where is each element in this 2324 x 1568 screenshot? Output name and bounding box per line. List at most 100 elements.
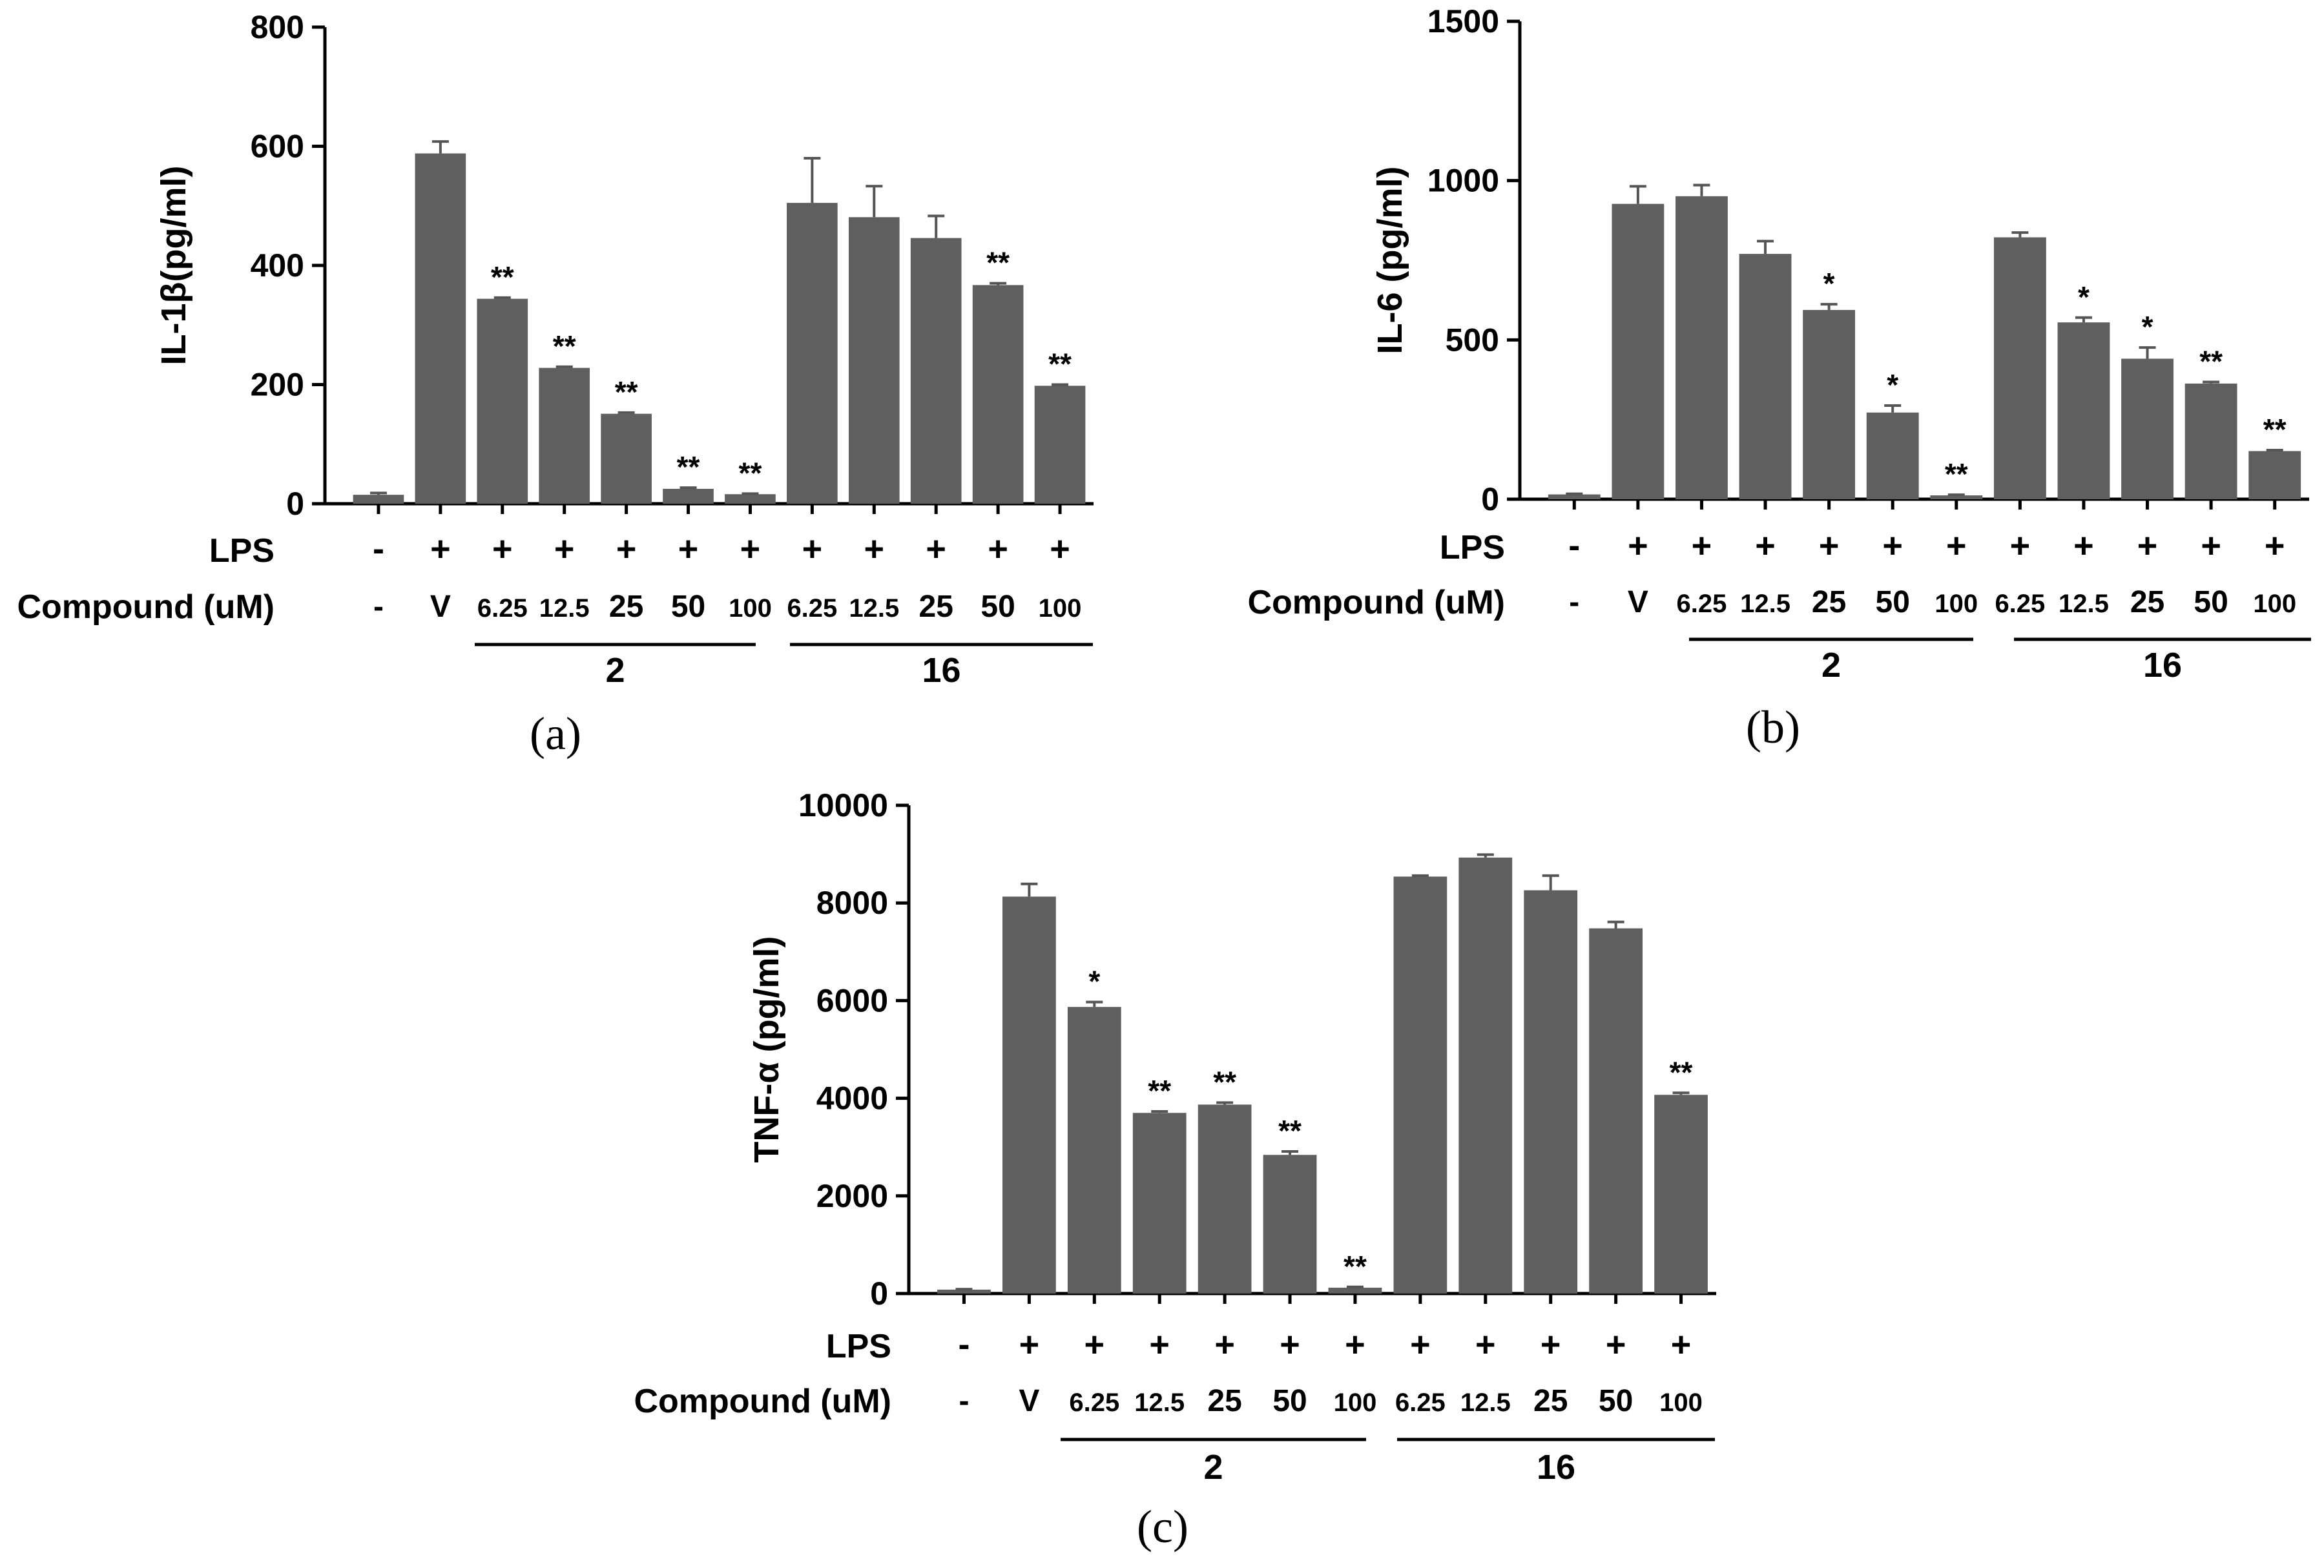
significance-marker: ** — [1213, 1065, 1236, 1099]
lps-sign: + — [1819, 526, 1840, 565]
bar-10 — [1524, 890, 1578, 1294]
compound-label: 50 — [1599, 1384, 1633, 1418]
y-tick-label: 1000 — [1427, 163, 1499, 199]
bar-12 — [2248, 451, 2301, 499]
compound-label: 50 — [2194, 585, 2228, 619]
lps-sign: + — [1606, 1325, 1626, 1364]
bar-10 — [2121, 358, 2174, 499]
lps-row-label: LPS — [826, 1328, 891, 1365]
bar-3 — [1676, 196, 1728, 499]
lps-sign: + — [430, 530, 451, 568]
y-tick-label: 8000 — [816, 885, 888, 921]
panel-c-tnfa-chart: 0 2000 4000 6000 8000 10000 TNF-α (pg/ml) - - + V *… — [634, 787, 1716, 1553]
compound-label: 50 — [1876, 585, 1910, 619]
compound-label: - — [959, 1384, 969, 1418]
bar-4 — [1132, 1113, 1187, 1294]
compound-label: 12.5 — [1460, 1388, 1511, 1417]
lps-sign: + — [1755, 526, 1776, 565]
lps-sign: + — [1019, 1325, 1040, 1364]
lps-sign: + — [802, 530, 823, 568]
lps-sign: + — [1084, 1325, 1105, 1364]
significance-marker: ** — [615, 375, 638, 409]
bar-4 — [1739, 254, 1792, 499]
significance-marker: ** — [2263, 413, 2287, 446]
group-label: 16 — [922, 651, 960, 690]
significance-marker: ** — [739, 456, 762, 490]
panel-b-il6-chart: 0 500 1000 1500 IL-6 (pg/ml) - - + V +6.25 +12.5 * +… — [1247, 3, 2311, 753]
bar-8 — [1393, 876, 1447, 1294]
significance-marker: ** — [1278, 1114, 1302, 1148]
bar-11 — [2184, 383, 2237, 499]
bar-9 — [848, 217, 900, 504]
compound-label: - — [1569, 585, 1579, 619]
lps-sign: + — [864, 530, 885, 568]
bar-1 — [1548, 494, 1601, 499]
bar-9 — [1458, 857, 1513, 1294]
compound-label: 25 — [919, 590, 953, 624]
significance-marker: * — [2078, 280, 2090, 314]
lps-sign: + — [492, 530, 513, 568]
lps-sign: + — [1214, 1325, 1235, 1364]
y-tick-label: 4000 — [816, 1080, 888, 1117]
bar-5 — [1198, 1104, 1252, 1294]
lps-sign: + — [988, 530, 1008, 568]
compound-label: 100 — [2253, 590, 2296, 618]
compound-label: 50 — [671, 590, 705, 624]
lps-sign: - — [1568, 526, 1580, 565]
group-label: 2 — [605, 651, 625, 690]
bar-6 — [1263, 1155, 1317, 1294]
lps-sign: + — [1345, 1325, 1365, 1364]
lps-sign: + — [1671, 1325, 1692, 1364]
y-tick-label: 800 — [251, 9, 304, 45]
y-tick-label: 1500 — [1427, 3, 1499, 39]
bar-3 — [477, 298, 528, 504]
panel-a-il1b-chart: 0 200 400 600 800 IL-1β(pg/ml) - - + V ** +6.25 ** +1… — [17, 9, 1094, 759]
bar-5 — [601, 413, 652, 504]
lps-sign: + — [1946, 526, 1967, 565]
y-axis-title: IL-1β(pg/ml) — [154, 166, 193, 366]
lps-sign: + — [1149, 1325, 1170, 1364]
lps-sign: + — [2137, 526, 2158, 565]
compound-label: 100 — [1935, 590, 1978, 618]
compound-label: 12.5 — [1134, 1388, 1185, 1417]
bar-6 — [663, 488, 714, 504]
compound-label: 6.25 — [1069, 1388, 1119, 1417]
bar-1 — [353, 495, 404, 504]
lps-sign: + — [740, 530, 761, 568]
y-tick-label: 500 — [1446, 322, 1499, 358]
bar-7 — [1930, 495, 1983, 499]
compound-label: V — [1628, 585, 1648, 619]
significance-marker: ** — [2199, 344, 2223, 378]
bar-10 — [910, 238, 962, 504]
lps-sign: + — [678, 530, 699, 568]
y-tick-label: 2000 — [816, 1178, 888, 1214]
bar-11 — [972, 285, 1024, 504]
compound-label: 12.5 — [1740, 590, 1790, 618]
y-tick-label: 10000 — [798, 787, 888, 823]
bar-2 — [1002, 896, 1056, 1294]
group-label: 2 — [1203, 1448, 1223, 1487]
lps-sign: + — [926, 530, 946, 568]
bar-11 — [1589, 928, 1643, 1294]
significance-marker: ** — [986, 246, 1010, 280]
compound-label: 12.5 — [539, 594, 590, 623]
compound-row-label: Compound (uM) — [1247, 584, 1505, 621]
lps-row-label: LPS — [209, 532, 275, 570]
compound-label: 25 — [609, 590, 643, 624]
significance-marker: * — [1088, 965, 1100, 998]
compound-row-label: Compound (uM) — [634, 1383, 891, 1420]
panel-label: (c) — [1137, 1501, 1188, 1553]
bar-6 — [1866, 412, 1919, 499]
compound-label: 6.25 — [477, 594, 528, 623]
lps-sign: + — [2010, 526, 2031, 565]
y-tick-label: 600 — [251, 129, 304, 165]
lps-sign: + — [554, 530, 575, 568]
lps-sign: - — [958, 1325, 970, 1364]
compound-row-label: Compound (uM) — [17, 588, 275, 626]
group-label: 2 — [1821, 646, 1841, 685]
y-tick-label: 0 — [1481, 481, 1499, 517]
bar-5 — [1803, 309, 1856, 499]
compound-label: 6.25 — [1677, 590, 1727, 618]
significance-marker: ** — [553, 329, 576, 363]
lps-sign: + — [616, 530, 637, 568]
